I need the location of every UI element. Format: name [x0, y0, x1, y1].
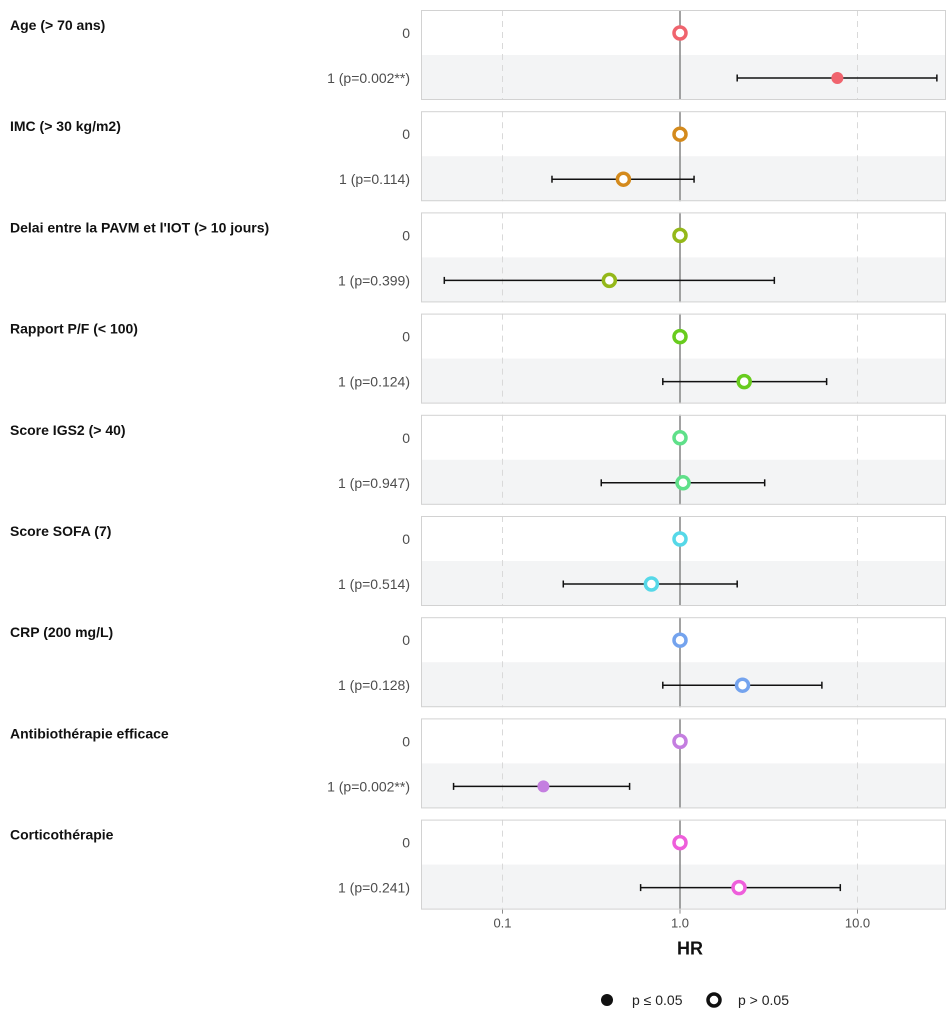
- variable-title: Score IGS2 (> 40): [10, 422, 126, 438]
- variable-title: CRP (200 mg/L): [10, 624, 113, 640]
- hr-point-hollow: [672, 126, 688, 142]
- variable-panel: CRP (200 mg/L) 0 1 (p=0.128): [10, 617, 946, 708]
- variable-title: Age (> 70 ans): [10, 17, 105, 33]
- level-label: 1 (p=0.399): [338, 272, 410, 288]
- level-label: 1 (p=0.128): [338, 677, 410, 693]
- level-label: 0: [402, 227, 410, 243]
- hr-point-hollow: [672, 733, 688, 750]
- hr-point-hollow: [601, 272, 618, 289]
- variable-panel: Score IGS2 (> 40) 0 1 (p=0.947): [10, 414, 946, 505]
- hr-point-filled: [831, 72, 844, 84]
- legend-marker-filled: [601, 994, 613, 1006]
- hr-point-hollow: [675, 475, 691, 491]
- hr-point-hollow: [643, 576, 660, 592]
- legend-label: p > 0.05: [738, 992, 789, 1008]
- level-label: 0: [402, 733, 410, 749]
- legend: p ≤ 0.05 p > 0.05: [601, 992, 789, 1008]
- hr-point-hollow: [672, 328, 688, 345]
- panel-border: [421, 617, 946, 708]
- panel-border: [421, 414, 946, 505]
- legend-marker-hollow: [706, 992, 722, 1008]
- variable-panel: IMC (> 30 kg/m2) 0 1 (p=0.114): [10, 111, 946, 202]
- x-axis-title: HR: [677, 939, 703, 959]
- level-label: 0: [402, 632, 410, 648]
- level-label: 1 (p=0.002**): [327, 778, 410, 794]
- hr-point-hollow: [734, 677, 751, 693]
- x-tick-label: 0.1: [493, 916, 511, 931]
- level-label: 0: [402, 25, 410, 41]
- variable-panel: Score SOFA (7) 0 1 (p=0.514): [10, 516, 946, 606]
- level-label: 0: [402, 126, 410, 142]
- panel-border: [421, 313, 946, 404]
- level-label: 1 (p=0.947): [338, 475, 410, 491]
- level-label: 1 (p=0.002**): [327, 70, 410, 86]
- hr-point-hollow: [672, 834, 688, 851]
- variable-title: IMC (> 30 kg/m2): [10, 118, 121, 134]
- variable-panel: Delai entre la PAVM et l'IOT (> 10 jours…: [10, 212, 946, 303]
- x-tick-label: 1.0: [671, 916, 689, 931]
- panel-border: [421, 718, 946, 809]
- hr-point-hollow: [672, 531, 688, 547]
- level-label: 1 (p=0.124): [338, 374, 410, 390]
- level-label: 0: [402, 835, 410, 851]
- hr-point-hollow: [615, 171, 632, 187]
- hr-point-hollow: [736, 373, 752, 390]
- x-axis: 0.1 1.0 10.0: [493, 909, 870, 931]
- variable-panel: Antibiothérapie efficace 0 1 (p=0.002**): [10, 718, 946, 809]
- x-tick-label: 10.0: [845, 916, 870, 931]
- panel-border: [421, 212, 946, 303]
- level-label: 1 (p=0.241): [338, 880, 410, 896]
- variable-title: Delai entre la PAVM et l'IOT (> 10 jours…: [10, 219, 269, 235]
- panel-border: [421, 819, 946, 910]
- variable-title: Rapport P/F (< 100): [10, 321, 138, 337]
- variable-panel: Age (> 70 ans) 0 1 (p=0.002**): [10, 10, 946, 100]
- level-label: 1 (p=0.514): [338, 576, 410, 592]
- hr-point-hollow: [672, 632, 688, 648]
- panel-border: [421, 10, 946, 100]
- panels-layer: Age (> 70 ans) 0 1 (p=0.002**) IMC (> 30 kg…: [10, 10, 946, 910]
- variable-panel: Rapport P/F (< 100) 0 1 (p=0.124): [10, 313, 946, 404]
- level-label: 0: [402, 531, 410, 547]
- hr-point-hollow: [672, 227, 688, 244]
- panel-border: [421, 516, 946, 606]
- hr-point-hollow: [672, 430, 688, 446]
- panel-border: [421, 111, 946, 202]
- level-label: 0: [402, 430, 410, 446]
- hr-point-hollow: [672, 25, 688, 41]
- variable-panel: Corticothérapie 0 1 (p=0.241): [10, 819, 946, 910]
- variable-title: Score SOFA (7): [10, 523, 111, 539]
- variable-title: Corticothérapie: [10, 827, 114, 843]
- legend-label: p ≤ 0.05: [632, 992, 683, 1008]
- level-label: 1 (p=0.114): [339, 171, 410, 187]
- variable-title: Antibiothérapie efficace: [10, 725, 169, 741]
- hr-point-hollow: [731, 879, 747, 896]
- level-label: 0: [402, 329, 410, 345]
- hr-point-filled: [537, 780, 550, 793]
